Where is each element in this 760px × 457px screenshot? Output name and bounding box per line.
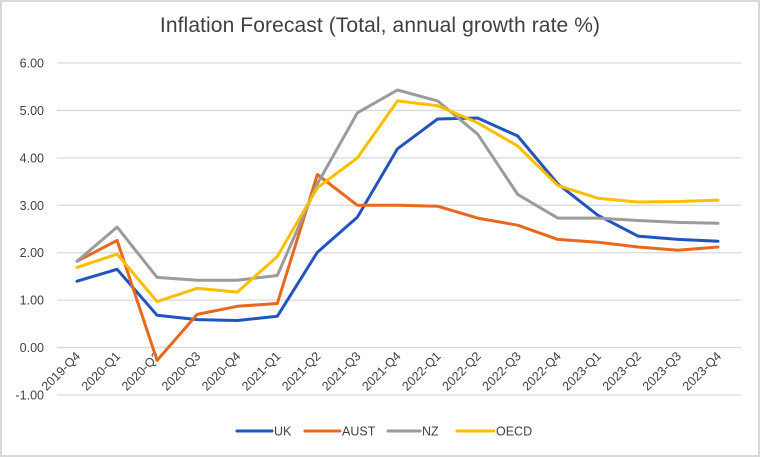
y-tick-label: 0.00 [20,341,44,355]
x-tick-label: 2021-Q4 [359,349,403,393]
y-tick-label: -1.00 [16,389,45,403]
legend-item-oecd[interactable]: OECD [455,425,532,439]
legend-item-uk[interactable]: UK [235,425,292,439]
series-line-oecd [75,99,720,304]
y-tick-label: 3.00 [20,199,44,213]
x-tick-label: 2021-Q2 [279,349,323,393]
series-lines [75,88,720,362]
y-tick-label: 1.00 [20,294,44,308]
series-line-aust [75,173,720,362]
x-axis-tick-labels: 2019-Q42020-Q12020-Q22020-Q32020-Q42021-… [39,349,724,393]
x-tick-label: 2020-Q3 [159,349,203,393]
legend-label: NZ [422,425,439,439]
y-tick-label: 4.00 [20,151,44,165]
series-line-uk [75,116,720,322]
legend-label: AUST [342,425,376,439]
y-tick-label: 2.00 [20,246,44,260]
gridlines [57,62,741,396]
x-tick-label: 2021-Q1 [239,349,283,393]
legend-label: UK [274,425,292,439]
x-tick-label: 2023-Q4 [680,349,724,393]
y-axis-tick-labels: -1.00 0.00 1.00 2.00 3.00 4.00 5.00 6.00 [16,57,45,403]
x-tick-label: 2019-Q4 [39,349,83,393]
x-tick-label: 2022-Q2 [439,349,483,393]
legend-label: OECD [496,425,532,439]
x-tick-label: 2021-Q3 [319,349,363,393]
legend: UK AUST NZ OECD [235,425,532,439]
series-line-nz [75,88,720,282]
x-tick-label: 2023-Q1 [560,349,604,393]
x-tick-label: 2023-Q2 [600,349,644,393]
legend-item-aust[interactable]: AUST [303,425,376,439]
x-tick-label: 2020-Q4 [199,349,243,393]
x-tick-label: 2023-Q3 [640,349,684,393]
y-tick-label: 5.00 [20,104,44,118]
x-tick-label: 2020-Q1 [79,349,123,393]
x-tick-label: 2022-Q3 [480,349,524,393]
legend-item-nz[interactable]: NZ [386,425,439,439]
y-tick-label: 6.00 [20,57,44,71]
x-tick-label: 2022-Q4 [520,349,564,393]
chart-title: Inflation Forecast (Total, annual growth… [159,14,601,37]
x-tick-label: 2022-Q1 [399,349,443,393]
